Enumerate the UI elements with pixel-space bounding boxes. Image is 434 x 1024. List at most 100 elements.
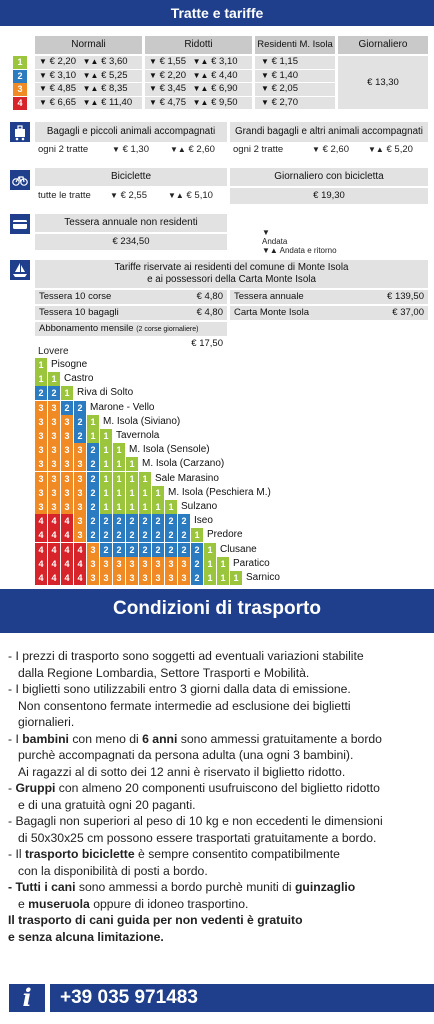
zone-square: 4: [35, 514, 47, 529]
zone-square: 4: [48, 571, 60, 585]
zone-square: 1: [100, 485, 112, 500]
zone-square: 1: [204, 556, 216, 571]
ladder-stop-label: Marone - Vello: [90, 401, 155, 413]
zone-square: 1: [217, 571, 229, 585]
ladder-row: 1 Pisogne: [35, 358, 87, 372]
big-baggage-title: Grandi bagagli e altri animali accompagn…: [230, 122, 428, 142]
zone-square: 3: [87, 571, 99, 585]
ladder-stop-label: M. Isola (Siviano): [103, 415, 181, 427]
zone-square: 1: [100, 457, 112, 472]
ladder-row: 3 3 3 3 2 1 1 1 1 1 M. Isola (Peschiera M.): [35, 485, 271, 500]
zone-square: 3: [165, 556, 177, 571]
luggage-icon: [10, 122, 30, 142]
legend-andata: ▼ Andata: [262, 228, 288, 246]
ladder-stop-label: M. Isola (Carzano): [142, 458, 225, 470]
zone-square: 4: [35, 528, 47, 543]
zone-square: 2: [178, 528, 190, 543]
ladder-top-label: Lovere: [38, 346, 69, 357]
zone-badge: 3: [13, 83, 27, 96]
zone-square: 1: [113, 485, 125, 500]
zone-square: 4: [48, 514, 60, 529]
zone-square: 4: [74, 542, 86, 557]
ladder-row: 4 4 4 3 2 2 2 2 2 2 2 2 Iseo: [35, 514, 213, 529]
bicycle-icon: [10, 170, 30, 190]
small-baggage-a: ▼ € 1,30: [112, 144, 149, 155]
zone-square: 3: [152, 571, 164, 585]
zone-square: 3: [48, 471, 60, 486]
legend-andata-ritorno: ▼▲ Andata e ritorno: [262, 246, 337, 255]
phone-number[interactable]: +39 035 971483: [50, 984, 434, 1012]
ladder-stop-label: M. Isola (Peschiera M.): [168, 486, 271, 498]
zone-square: 1: [35, 358, 47, 372]
zone-square: 3: [139, 556, 151, 571]
res-tessera-10-bagagli: Tessera 10 bagagli € 4,80: [35, 306, 227, 320]
zone-square: 3: [35, 471, 47, 486]
zone-square: 4: [61, 556, 73, 571]
zone-square: 4: [48, 556, 60, 571]
ladder-row: 3 3 3 3 2 1 1 1 M. Isola (Carzano): [35, 457, 225, 472]
zone-square: 1: [152, 485, 164, 500]
zone-square: 3: [74, 471, 86, 486]
ladder-row: 3 3 3 3 2 1 1 1 1 1 1 Sulzano: [35, 500, 217, 514]
zone-square: 2: [74, 414, 86, 429]
zone-square: 3: [61, 414, 73, 429]
zone-square: 3: [113, 571, 125, 585]
zone-square: 2: [74, 400, 86, 415]
zone-square: 2: [191, 542, 203, 557]
zone-square: 2: [139, 528, 151, 543]
zone-square: 2: [100, 528, 112, 543]
bikes-section: Biciclette Giornaliero con bicicletta tu…: [0, 168, 434, 204]
zone-square: 1: [113, 443, 125, 458]
ladder-row: 3 3 3 3 2 1 1 1 1 Sale Marasino: [35, 471, 219, 486]
zone-square: 1: [139, 500, 151, 514]
zone-square: 1: [100, 500, 112, 514]
zone-square: 3: [35, 429, 47, 443]
zone-square: 3: [178, 556, 190, 571]
fare-cell-normali: ▼ € 3,10 ▼▲ € 5,25: [35, 69, 142, 82]
fare-cell-normali: ▼ € 6,65 ▼▲ € 11,40: [35, 96, 142, 109]
ladder-stop-label: Clusane: [220, 543, 257, 555]
zone-square: 4: [74, 556, 86, 571]
zone-square: 3: [113, 556, 125, 571]
annual-title: Tessera annuale non residenti: [35, 214, 227, 232]
bikes-daily-value: € 19,30: [230, 188, 428, 204]
annual-section: Tessera annuale non residenti € 234,50 ▼…: [0, 212, 434, 255]
big-baggage-a: ▼ € 2,60: [312, 144, 349, 155]
conditions-text: - I prezzi di trasporto sono soggetti ad…: [8, 649, 383, 944]
zone-square: 3: [48, 443, 60, 458]
zone-square: 1: [126, 500, 138, 514]
big-baggage-ar: ▼▲ € 5,20: [368, 144, 413, 155]
zone-square: 3: [61, 500, 73, 514]
zone-square: 3: [48, 500, 60, 514]
zone-square: 2: [191, 571, 203, 585]
zone-square: 3: [61, 471, 73, 486]
bikes-note: tutte le tratte: [38, 190, 91, 201]
zone-square: 3: [87, 556, 99, 571]
zone-square: 2: [178, 542, 190, 557]
zone-square: 2: [100, 542, 112, 557]
zone-badge: 2: [13, 69, 27, 83]
ladder-stop-label: Sulzano: [181, 501, 218, 512]
ladder-stop-label: Iseo: [194, 515, 213, 527]
zone-square: 3: [35, 400, 47, 415]
zone-square: 2: [152, 514, 164, 529]
giornaliero-value: € 13,30: [338, 56, 428, 109]
zone-square: 4: [48, 528, 60, 543]
big-baggage-note: ogni 2 tratte: [233, 144, 284, 155]
zone-square: 1: [126, 457, 138, 472]
zone-square: 4: [61, 542, 73, 557]
zone-square: 3: [139, 571, 151, 585]
boat-icon: [10, 260, 30, 280]
zone-badge: 4: [13, 96, 27, 110]
ladder-row: 3 3 3 2 1 M. Isola (Siviano): [35, 414, 181, 429]
ladder-stop-label: Paratico: [233, 557, 270, 569]
zone-square: 2: [139, 542, 151, 557]
zone-square: 2: [165, 528, 177, 543]
ladder-row: 4 4 4 4 3 3 3 3 3 3 3 3 2 1 1 Paratico: [35, 556, 270, 571]
zone-square: 3: [48, 429, 60, 443]
zone-square: 2: [126, 528, 138, 543]
zone-square: 2: [100, 514, 112, 529]
zone-square: 1: [204, 542, 216, 557]
zone-square: 2: [87, 443, 99, 458]
page-header: Tratte e tariffe: [0, 0, 434, 26]
